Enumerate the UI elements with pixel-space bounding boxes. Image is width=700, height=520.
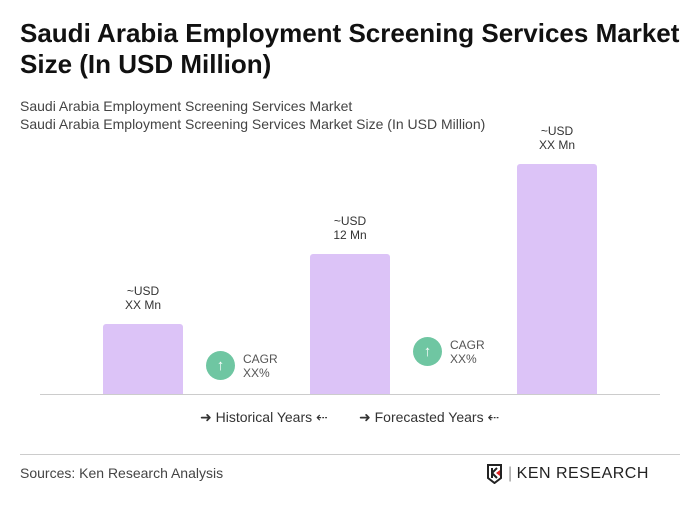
arrow-left-icon: ⇠	[487, 409, 500, 425]
cagr-value: XX%	[243, 365, 270, 380]
data-label: ~USD 12 Mn	[300, 214, 400, 242]
cagr-badge-2: ↑ CAGR XX%	[413, 337, 485, 366]
logo-icon	[487, 464, 502, 484]
data-label: ~USD XX Mn	[93, 284, 193, 312]
bar	[310, 254, 390, 394]
arrow-right-icon: ➜	[200, 409, 212, 425]
data-label: ~USD XX Mn	[507, 124, 607, 152]
data-label-line: ~USD	[126, 284, 160, 298]
logo-text: KEN RESEARCH	[516, 465, 649, 482]
legend-label: Forecasted Years	[374, 409, 484, 425]
legend-historical: ➜ Historical Years ⇠	[200, 409, 328, 426]
data-label-line: 12 Mn	[333, 228, 367, 242]
legend-forecasted: ➜ Forecasted Years ⇠	[359, 409, 499, 426]
sources: Sources: Ken Research Analysis	[20, 465, 224, 481]
data-label-line: XX Mn	[124, 298, 161, 312]
cagr-label: CAGR	[243, 351, 278, 366]
arrow-up-icon: ↑	[413, 337, 442, 366]
chart-subtitle-2: Saudi Arabia Employment Screening Servic…	[20, 116, 486, 132]
divider	[20, 454, 680, 455]
cagr-badge-1: ↑ CAGR XX%	[206, 351, 278, 380]
data-label-line: ~USD	[540, 124, 574, 139]
data-label-line: ~USD	[333, 214, 367, 228]
legend-label: Historical Years	[215, 409, 313, 425]
chart-title: Saudi Arabia Employment Screening Servic…	[20, 18, 680, 79]
ken-research-logo: | KEN RESEARCH	[486, 464, 649, 484]
bar	[103, 324, 183, 394]
chart-subtitle: Saudi Arabia Employment Screening Servic…	[20, 98, 353, 114]
arrow-up-icon: ↑	[206, 351, 235, 380]
arrow-right-icon: ➜	[359, 409, 371, 425]
data-label-line: XX Mn	[538, 138, 575, 153]
x-axis	[40, 394, 660, 395]
cagr-label: CAGR	[450, 337, 485, 352]
bar	[517, 164, 597, 394]
cagr-value: XX%	[450, 351, 477, 366]
arrow-left-icon: ⇠	[316, 409, 328, 425]
